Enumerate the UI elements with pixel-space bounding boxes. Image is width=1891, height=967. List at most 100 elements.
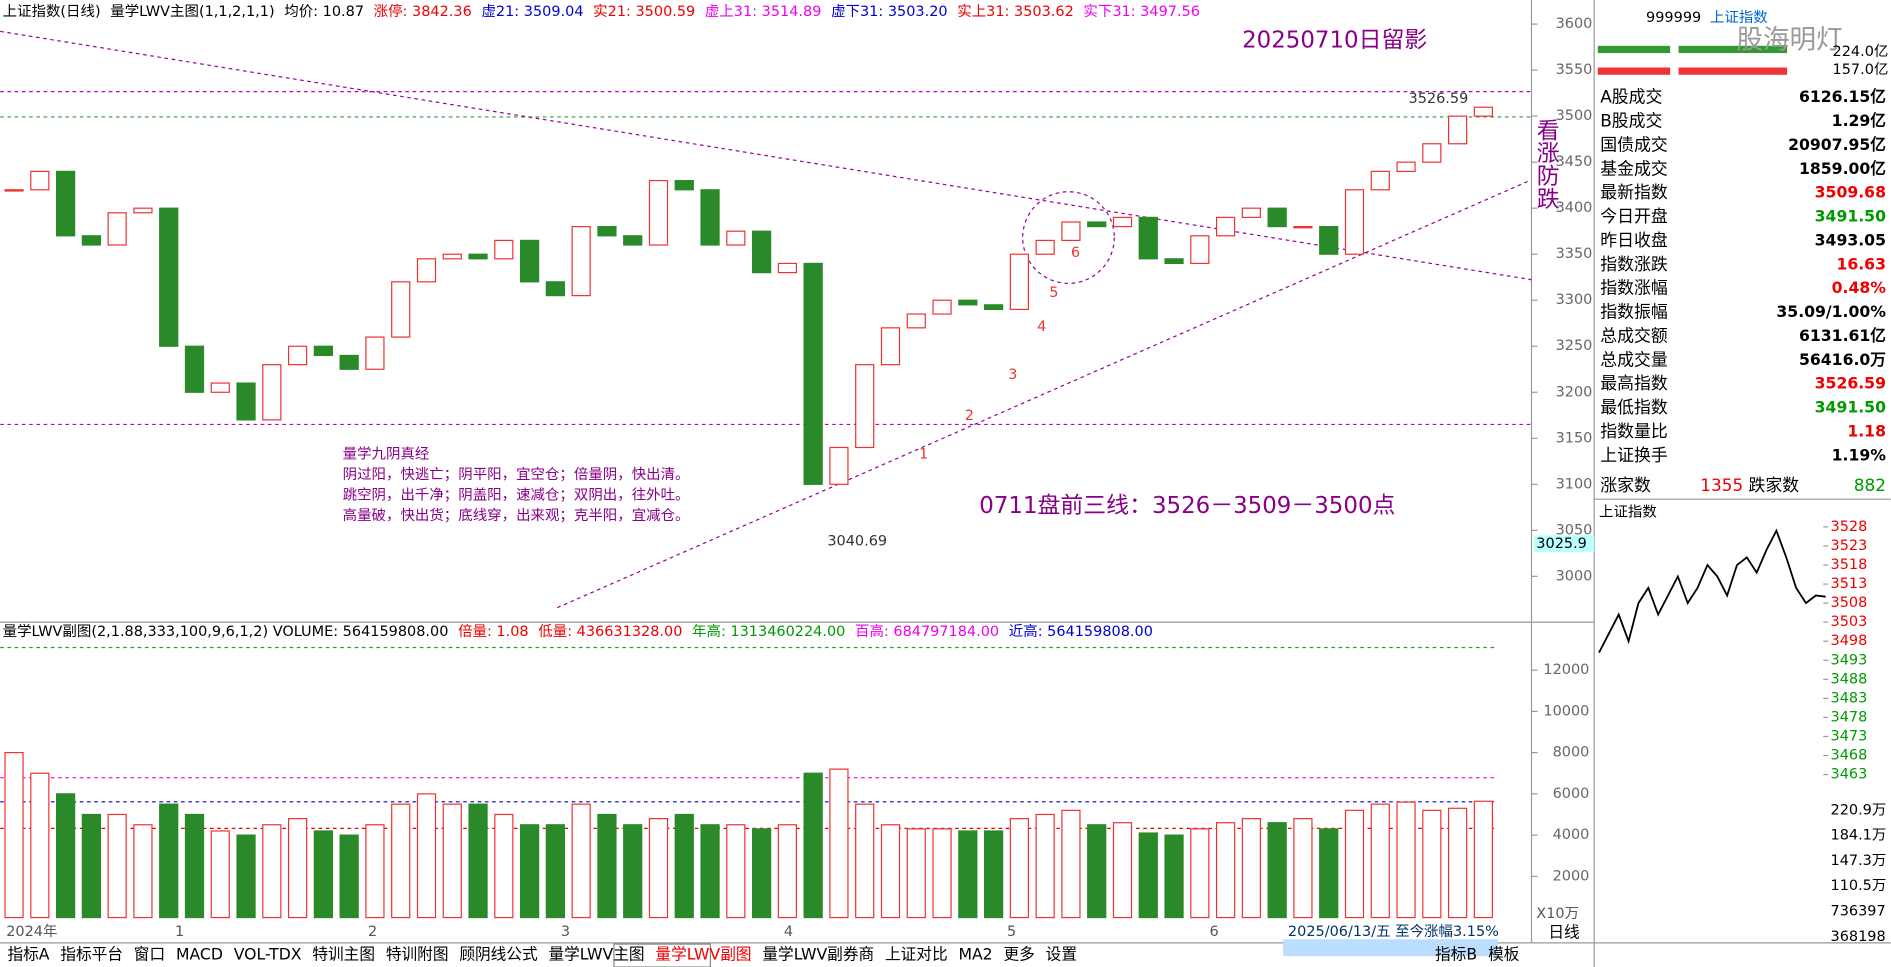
mini-tick: 3513 (1831, 576, 1868, 592)
candle (983, 304, 1004, 311)
volume-bar (932, 828, 952, 919)
mini-vol-tick: 220.9万 (1831, 802, 1887, 818)
volume-bar (1035, 813, 1055, 919)
candle (958, 299, 978, 306)
row-value: 6131.61亿 (1799, 326, 1886, 345)
mini-tick: 3528 (1831, 519, 1868, 535)
volume-bar (700, 824, 720, 919)
row-value: 1.29亿 (1832, 111, 1886, 130)
poem-line: 跳空阴，出千净；阴盖阳，速减仓；双阴出，往外吐。 (343, 487, 690, 504)
row-label: 指数振幅 (1600, 302, 1668, 322)
tab[interactable]: 上证对比 (885, 944, 948, 963)
row-label: 总成交量 (1600, 349, 1668, 369)
row-value: 3493.05 (1815, 230, 1886, 249)
mini-tick: 3468 (1831, 748, 1868, 764)
mini-title: 上证指数 (1599, 503, 1657, 520)
candle (1370, 170, 1390, 191)
code: 999999 (1646, 10, 1701, 26)
circle-mark (1022, 191, 1115, 284)
candle (416, 258, 437, 283)
tab[interactable]: 顾阴线公式 (459, 944, 538, 963)
candle (571, 225, 591, 297)
mini-tick: 3478 (1831, 709, 1868, 725)
volume-bar (365, 824, 385, 919)
count-label: 2 (965, 408, 974, 424)
tab[interactable]: 设置 (1046, 944, 1077, 963)
header-item: 低量: 436631328.00 (538, 623, 682, 640)
candle (262, 364, 282, 421)
header-item: 实上31: 3503.62 (957, 3, 1074, 20)
x-label: 5 (1007, 924, 1016, 940)
bar-ind (1597, 45, 1671, 54)
volume-bar (133, 824, 153, 919)
candle (1344, 189, 1365, 255)
row-value: 0.48% (1832, 278, 1887, 297)
tab[interactable]: VOL-TDX (234, 944, 302, 963)
tab[interactable]: 更多 (1004, 944, 1035, 963)
header-item: 虚21: 3509.04 (481, 3, 583, 20)
candle (700, 189, 720, 246)
up: 1355 (1700, 475, 1743, 495)
candle (1267, 207, 1287, 228)
count-label: 4 (1037, 319, 1046, 335)
header-item: 均价: 10.87 (284, 3, 364, 20)
row-value: 1.19% (1832, 445, 1887, 464)
volume-bar (880, 824, 901, 919)
volume-bar (1370, 803, 1390, 919)
tab[interactable]: 指标A (7, 944, 49, 963)
tab[interactable]: 特训附图 (386, 944, 449, 963)
mini-vol-tick: 736397 (1831, 904, 1886, 920)
price-tick-label: 3300 (1556, 292, 1593, 308)
tab[interactable]: 窗口 (134, 944, 165, 963)
x-label: 1 (175, 924, 184, 940)
header-item: 涨停: 3842.36 (374, 3, 472, 20)
vol-tick-label: 8000 (1553, 745, 1590, 761)
tab[interactable]: MA2 (958, 944, 992, 963)
x-label: 4 (784, 924, 793, 940)
header-item: 虚上31: 3514.89 (705, 3, 822, 20)
volume-bar (1473, 800, 1494, 919)
vol-tick-label: 6000 (1553, 786, 1590, 802)
price-tick-label: 3500 (1556, 108, 1593, 124)
row-label: 今日开盘 (1600, 206, 1668, 226)
volume-bar (1190, 828, 1210, 919)
volume-bar (1138, 832, 1158, 919)
trend-line (557, 180, 1530, 609)
candle (777, 262, 798, 274)
row-label: 基金成交 (1600, 158, 1668, 178)
tab[interactable]: 指标B (1435, 944, 1477, 963)
volume-bar (545, 824, 566, 919)
name: 上证指数 (1710, 9, 1768, 26)
volume-bar (829, 768, 849, 919)
tab[interactable]: 模板 (1488, 944, 1520, 963)
candle (1009, 253, 1030, 311)
volume-bar (1112, 822, 1133, 919)
header-item: 年高: 1313460224.00 (692, 623, 845, 640)
tab[interactable]: 指标平台 (60, 944, 123, 963)
poem-line: 阴过阳，快逃亡；阴平阳，宜空仓；倍量阴，快出清。 (343, 466, 690, 483)
candle (365, 336, 385, 370)
candle (468, 253, 488, 260)
volume-bar (623, 824, 643, 919)
tab[interactable]: 特训主图 (312, 944, 375, 963)
candle (210, 382, 230, 393)
trend-line (0, 30, 1532, 281)
mini-tick: 3498 (1831, 633, 1868, 649)
tab[interactable]: MACD (176, 944, 223, 963)
price-tick-label: 3100 (1556, 476, 1593, 492)
tab[interactable]: 量学LWV副券商 (762, 944, 874, 963)
candle (623, 235, 643, 246)
row-value: 3526.59 (1815, 374, 1886, 393)
candle (4, 189, 24, 192)
vol-tick-label: 4000 (1553, 827, 1590, 843)
row-value: 20907.95亿 (1788, 135, 1886, 154)
status-bg (1283, 939, 1498, 957)
candle (391, 281, 411, 338)
volume-bar (1447, 807, 1468, 919)
tab[interactable]: 量学LWV主图 (548, 944, 644, 963)
period[interactable]: 日线 (1548, 923, 1580, 942)
tab[interactable]: 量学LWV副图 (655, 944, 751, 963)
candle (597, 225, 617, 237)
price-box (1533, 535, 1595, 553)
